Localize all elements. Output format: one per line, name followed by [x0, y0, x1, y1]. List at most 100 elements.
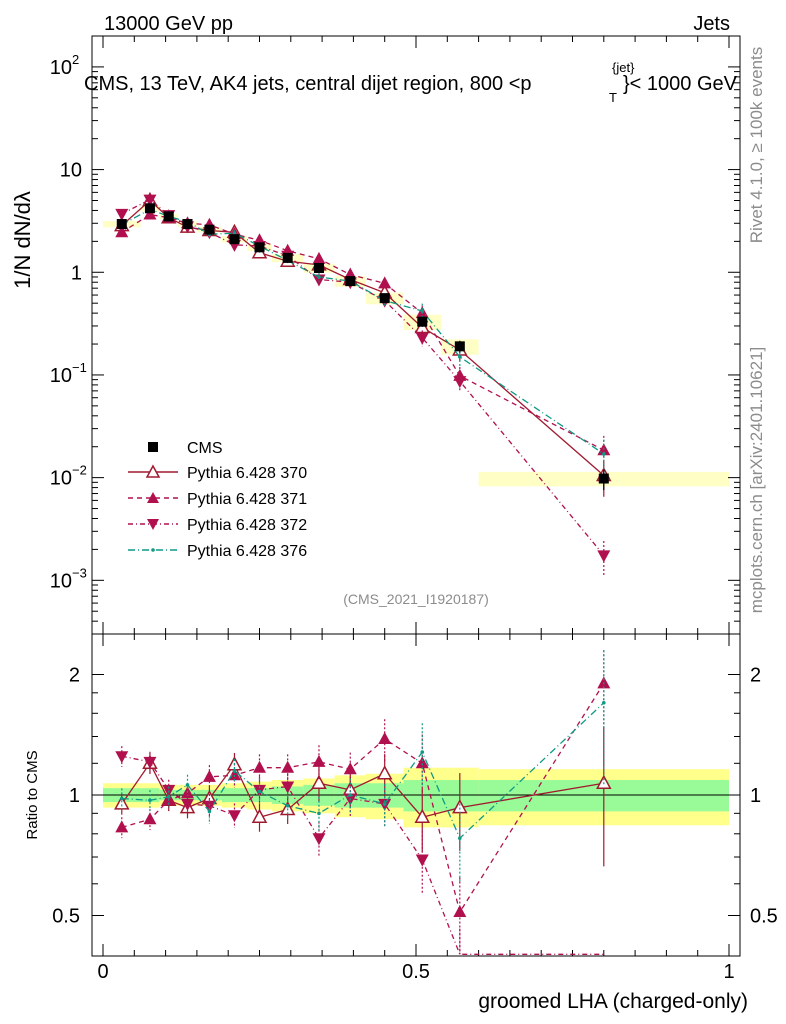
main-ytick-exponent: −3 — [72, 565, 87, 580]
main-point-cms — [229, 234, 240, 245]
main-point-cms — [598, 473, 609, 484]
ratio-point-p376 — [382, 802, 387, 806]
ratio-point-p371 — [253, 760, 266, 773]
ratio-point-p372 — [227, 810, 241, 823]
main-point-p376 — [420, 309, 425, 313]
main-ylabel-text: 1/N dN/dλ — [10, 191, 35, 289]
ratio-point-p376 — [148, 798, 152, 803]
main-ytick-label: 10 — [50, 570, 72, 592]
ratio-point-p372 — [115, 751, 129, 764]
main-point-p371 — [115, 225, 129, 238]
legend-370-label: Pythia 6.428 370 — [187, 465, 307, 482]
main-line-p376 — [121, 208, 605, 455]
legend: CMS Pythia 6.428 370 Pythia 6.428 371 Py… — [128, 440, 307, 560]
ratio-point-p371 — [343, 762, 357, 775]
ratio-point-p371 — [312, 754, 326, 767]
main-point-p372 — [415, 332, 429, 345]
ratio-point-p371 — [227, 768, 241, 781]
ratio-point-p372 — [281, 781, 295, 794]
ratio-point-p372 — [181, 798, 195, 811]
ratio-ytick-label-right: 0.5 — [750, 906, 778, 928]
ratio-point-p371 — [453, 905, 467, 918]
ratio-point-p371 — [115, 820, 129, 833]
x-ticks: 0 0.5 1 — [97, 961, 734, 983]
ratio-point-p376 — [185, 783, 190, 787]
header-right: Jets — [693, 13, 730, 35]
main-point-p376 — [602, 452, 606, 456]
ratio-point-p370 — [251, 808, 268, 823]
legend-376-marker — [151, 548, 155, 552]
legend-371-marker — [147, 492, 159, 503]
legend-371-label: Pythia 6.428 371 — [187, 491, 307, 508]
ratio-point-p371 — [415, 756, 429, 769]
main-point-p376 — [317, 275, 321, 279]
ratio-point-p376 — [317, 811, 321, 816]
ratio-series — [114, 650, 612, 955]
ratio-line-p376 — [121, 702, 605, 840]
mcplots-label: mcplots.cern.ch [arXiv:2401.10621] — [747, 347, 766, 613]
main-ylabel: 1/N dN/dλ — [10, 191, 35, 289]
main-point-p371 — [312, 251, 326, 264]
main-point-p376 — [458, 355, 462, 359]
main-ytick-label: 10 — [50, 468, 72, 490]
ratio-point-p371 — [378, 732, 392, 745]
ratio-point-p376 — [166, 794, 171, 799]
main-point-p372 — [115, 208, 129, 221]
main-line-p372 — [121, 198, 605, 556]
ratio-ytick-label-left: 0.5 — [52, 906, 80, 928]
main-point-cms — [417, 316, 428, 327]
ratio-plot: 2 2 1 1 0.5 0.5 — [52, 633, 778, 957]
ratio-point-p376 — [207, 809, 212, 814]
ratio-line-p372 — [121, 755, 604, 955]
ratio-ytick-label-right: 1 — [750, 785, 761, 807]
legend-cms-label: CMS — [187, 440, 223, 457]
main-point-cms — [313, 263, 324, 274]
plot-title-main: CMS, 13 TeV, AK4 jets, central dijet reg… — [84, 73, 532, 95]
ratio-point-p371 — [202, 769, 216, 782]
main-ytick-exponent: −1 — [72, 360, 87, 375]
main-ytick-exponent: −2 — [72, 463, 87, 478]
main-point-p371 — [378, 276, 392, 289]
plot-title-sup: {jet} — [612, 60, 635, 75]
ratio-ticks: 2 2 1 1 0.5 0.5 — [52, 634, 778, 956]
main-line-p370 — [121, 199, 605, 476]
x-axis-label: groomed LHA (charged-only) — [478, 990, 748, 1013]
legend-372-label: Pythia 6.428 372 — [187, 517, 307, 534]
ratio-point-p376 — [285, 803, 290, 808]
main-point-p372 — [597, 550, 611, 563]
plot-title: CMS, 13 TeV, AK4 jets, central dijet reg… — [84, 60, 738, 105]
ratio-point-p376 — [602, 700, 606, 705]
ratio-point-p371 — [143, 812, 157, 825]
main-point-p372 — [453, 376, 467, 389]
ratio-point-p372 — [202, 800, 216, 813]
ratio-ylabel: Ratio to CMS — [24, 750, 41, 839]
x-tick-label: 0 — [97, 961, 108, 983]
legend-376-label: Pythia 6.428 376 — [187, 543, 307, 560]
main-point-p376 — [232, 231, 237, 236]
ratio-band-group — [103, 767, 729, 828]
main-point-cms — [182, 219, 193, 230]
plot-title-tail: }< 1000 GeV — [623, 73, 738, 95]
ratio-point-p376 — [232, 768, 237, 773]
x-tick-label: 0.5 — [402, 961, 430, 983]
ratio-point-p376 — [420, 750, 425, 754]
ratio-ytick-label-left: 1 — [69, 785, 80, 807]
watermark: (CMS_2021_I1920187) — [343, 591, 489, 607]
legend-370-marker — [145, 464, 161, 478]
ratio-point-p370 — [414, 808, 431, 823]
main-point-cms — [454, 341, 465, 352]
main-point-p371 — [143, 207, 157, 220]
header-left: 13000 GeV pp — [104, 13, 233, 35]
main-ytick-label: 10 — [50, 57, 72, 79]
main-point-cms — [379, 293, 390, 304]
x-tick-label: 1 — [723, 961, 734, 983]
rivet-label: Rivet 4.1.0, ≥ 100k events — [747, 47, 766, 243]
main-point-cms — [254, 242, 265, 253]
ratio-point-p376 — [119, 796, 124, 801]
main-point-cms — [345, 276, 356, 287]
main-point-cms — [163, 211, 174, 222]
legend-cms-marker — [148, 442, 158, 452]
main-line-p371 — [121, 213, 605, 451]
